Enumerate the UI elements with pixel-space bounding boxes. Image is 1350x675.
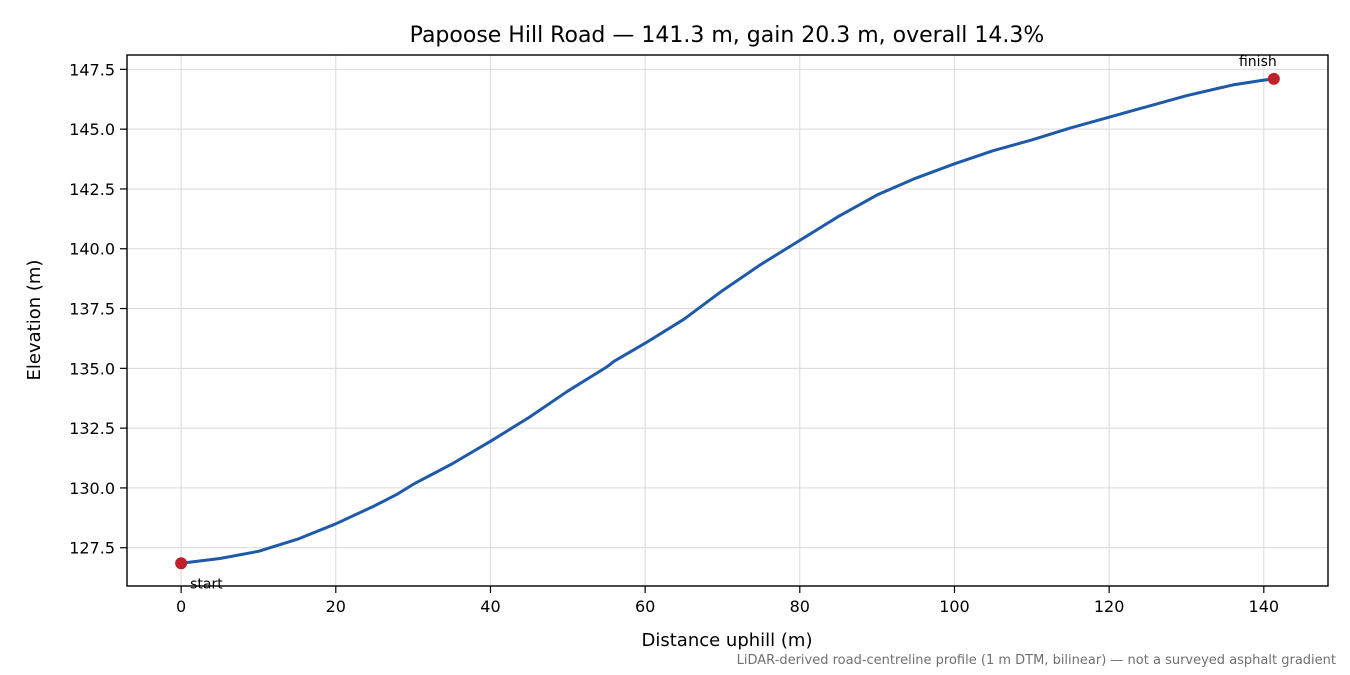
- x-tick-label: 0: [176, 597, 186, 616]
- y-tick-label: 132.5: [69, 419, 115, 438]
- marker-finish: [1267, 72, 1280, 85]
- footnote: LiDAR-derived road-centreline profile (1…: [737, 653, 1336, 668]
- plot-frame: [126, 54, 1329, 587]
- elevation-profile-line: [179, 77, 1276, 565]
- y-tick-label: 137.5: [69, 300, 115, 319]
- x-tick-label: 60: [635, 597, 655, 616]
- x-tick-label: 120: [1094, 597, 1125, 616]
- marker-start: [175, 557, 188, 570]
- y-tick-label: 142.5: [69, 180, 115, 199]
- x-tick-label: 20: [326, 597, 346, 616]
- x-tick-label: 40: [480, 597, 500, 616]
- y-tick-label: 140.0: [69, 240, 115, 259]
- x-axis-label: Distance uphill (m): [642, 630, 813, 651]
- y-tick-label: 147.5: [69, 60, 115, 79]
- marker-layer: start finish: [175, 54, 1280, 592]
- x-tick-label: 140: [1249, 597, 1280, 616]
- x-tick-label: 80: [790, 597, 810, 616]
- marker-label-start: start: [190, 576, 223, 592]
- y-tick-label: 130.0: [69, 479, 115, 498]
- x-tick-label: 100: [939, 597, 970, 616]
- marker-label-finish: finish: [1239, 54, 1277, 70]
- series-layer: [179, 77, 1276, 565]
- y-tick-label: 127.5: [69, 539, 115, 558]
- chart-title: Papoose Hill Road — 141.3 m, gain 20.3 m…: [410, 23, 1045, 48]
- y-tick-label: 135.0: [69, 359, 115, 378]
- x-axis: 0 20 40 60 80 100 120 140: [176, 586, 1279, 616]
- grid: [127, 55, 1328, 586]
- y-axis-label: Elevation (m): [24, 260, 45, 381]
- y-tick-label: 145.0: [69, 120, 115, 139]
- y-axis: 127.5 130.0 132.5 135.0 137.5 140.0 142.5 145.0…: [69, 60, 127, 558]
